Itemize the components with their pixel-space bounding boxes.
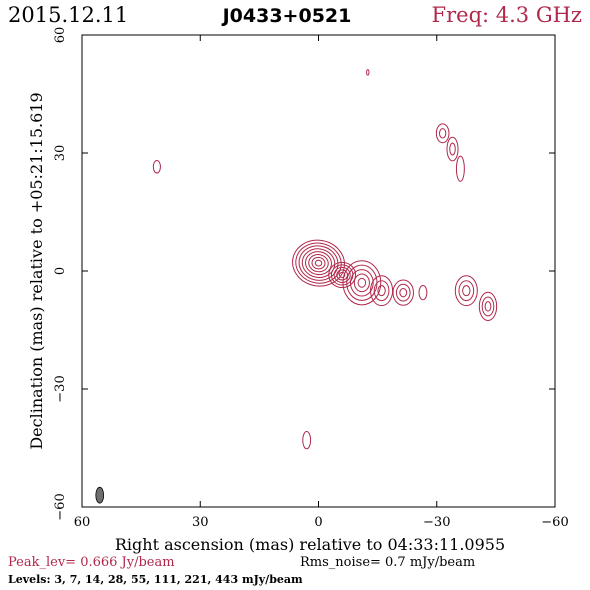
contour-line bbox=[399, 287, 408, 298]
axis-ticks bbox=[81, 34, 556, 508]
contour-line bbox=[357, 277, 367, 288]
rms-noise: Rms_noise= 0.7 mJy/beam bbox=[300, 555, 475, 570]
contour-line bbox=[481, 296, 495, 317]
contour-line bbox=[446, 136, 459, 162]
contour-line bbox=[439, 128, 447, 139]
contour-line bbox=[314, 259, 323, 267]
contour-line bbox=[455, 155, 465, 182]
contour-line bbox=[305, 251, 332, 276]
observation-date: 2015.12.11 bbox=[8, 3, 128, 27]
y-tick-label: −60 bbox=[53, 493, 68, 520]
contour-line bbox=[462, 285, 471, 297]
contour-line bbox=[330, 264, 354, 286]
contour-line bbox=[449, 142, 456, 156]
contour-component bbox=[455, 155, 465, 182]
x-tick-label: 60 bbox=[74, 515, 91, 530]
contour-line bbox=[377, 285, 386, 297]
contour-line bbox=[478, 291, 498, 322]
contour-component bbox=[392, 279, 414, 306]
contour-line bbox=[298, 245, 339, 281]
contour-line bbox=[370, 275, 394, 307]
x-tick-labels: 60 30 0 −30 −60 bbox=[74, 515, 569, 530]
contour-line bbox=[333, 266, 351, 283]
contour-line bbox=[342, 260, 382, 306]
beam-ellipse bbox=[95, 486, 105, 504]
contour-line bbox=[484, 301, 492, 312]
peak-level: Peak_lev= 0.666 Jy/beam bbox=[8, 555, 175, 570]
contour-line bbox=[392, 279, 414, 306]
contour-component bbox=[302, 430, 312, 450]
contour-line bbox=[395, 283, 411, 302]
y-tick-label: −30 bbox=[53, 375, 68, 402]
contour-line bbox=[458, 280, 475, 302]
contour-component bbox=[478, 291, 498, 322]
contour-line bbox=[454, 275, 478, 307]
contour-line bbox=[302, 430, 312, 450]
x-tick-label: −30 bbox=[423, 515, 450, 530]
y-axis-label: Declination (mas) relative to +05:21:15.… bbox=[27, 92, 46, 449]
source-name: J0433+0521 bbox=[221, 5, 352, 27]
contour-levels: Levels: 3, 7, 14, 28, 55, 111, 221, 443 … bbox=[8, 573, 303, 586]
y-tick-label: 0 bbox=[53, 267, 68, 275]
x-axis-label: Right ascension (mas) relative to 04:33:… bbox=[115, 535, 505, 554]
contour-component bbox=[370, 275, 394, 307]
contour-line bbox=[373, 280, 390, 302]
plot-frame bbox=[81, 34, 556, 508]
contour-component bbox=[446, 136, 459, 162]
contour-line bbox=[301, 248, 336, 278]
contour-component bbox=[418, 285, 428, 301]
contour-line bbox=[338, 271, 346, 278]
contour-line bbox=[366, 69, 370, 76]
contour-component bbox=[435, 123, 450, 144]
contour-line bbox=[350, 269, 374, 297]
contour-line bbox=[308, 254, 329, 273]
contour-component bbox=[454, 275, 478, 307]
contour-line bbox=[353, 273, 370, 293]
contour-line bbox=[435, 123, 450, 144]
x-tick-label: 0 bbox=[314, 515, 322, 530]
y-tick-labels: 60 30 0 −30 −60 bbox=[53, 27, 68, 521]
x-tick-label: 30 bbox=[192, 515, 209, 530]
contour-line bbox=[152, 159, 161, 174]
y-tick-label: 60 bbox=[53, 27, 68, 44]
contour-line bbox=[336, 269, 349, 281]
contour-lines bbox=[152, 69, 498, 450]
contour-component bbox=[152, 159, 161, 174]
frequency-label: Freq: 4.3 GHz bbox=[432, 3, 582, 27]
contour-component bbox=[366, 69, 370, 76]
y-tick-label: 30 bbox=[53, 145, 68, 162]
contour-line bbox=[328, 261, 357, 289]
contour-line bbox=[418, 285, 428, 301]
x-tick-label: −60 bbox=[541, 515, 568, 530]
contour-line bbox=[311, 256, 326, 270]
